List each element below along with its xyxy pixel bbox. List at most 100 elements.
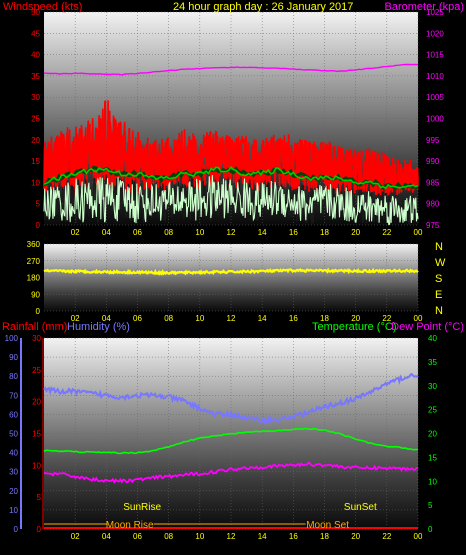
- windspeed-tick-label: 0: [36, 221, 41, 230]
- x-tick-label-p2: 20: [351, 314, 360, 323]
- x-tick-label-p3: 16: [289, 532, 298, 541]
- barometer-tick-label: 1000: [426, 115, 444, 124]
- direction-tick-label: 90: [31, 290, 40, 299]
- direction-tick-label: 180: [27, 274, 41, 283]
- x-tick-label-p1: 08: [164, 228, 173, 237]
- x-tick-label-p2: 18: [320, 314, 329, 323]
- windspeed-tick-label: 50: [31, 8, 40, 17]
- barometer-series: [43, 63, 419, 76]
- humidity-tick-label: 10: [9, 506, 18, 515]
- humidity-tick-label: 20: [9, 487, 18, 496]
- temperature-tick-label: 10: [428, 477, 437, 486]
- x-tick-label-p3: 12: [227, 532, 236, 541]
- x-tick-label-p1: 16: [289, 228, 298, 237]
- tick-labels: 0510152025303540455097598098599099510001…: [5, 8, 445, 541]
- direction-tick-label: 0: [36, 307, 41, 316]
- x-tick-label-p3: 18: [320, 532, 329, 541]
- humidity-axis-label: Humidity (%): [67, 321, 130, 333]
- x-tick-label-p3: 04: [102, 532, 111, 541]
- x-tick-label-p1: 18: [320, 228, 329, 237]
- humidity-tick-label: 40: [9, 449, 18, 458]
- x-tick-label-p2: 06: [133, 314, 142, 323]
- x-tick-label-p2: 00: [414, 314, 423, 323]
- barometer-tick-label: 1015: [426, 51, 444, 60]
- temperature-tick-label: 15: [428, 453, 437, 462]
- windspeed-tick-label: 35: [31, 72, 40, 81]
- temperature-tick-label: 25: [428, 406, 437, 415]
- windspeed-tick-label: 40: [31, 51, 40, 60]
- temperature-tick-label: 35: [428, 358, 437, 367]
- barometer-tick-label: 980: [426, 200, 440, 209]
- x-tick-label-p3: 14: [258, 532, 267, 541]
- humidity-tick-label: 70: [9, 391, 18, 400]
- rain-tick-label: 5: [37, 493, 42, 502]
- x-tick-label-p3: 00: [414, 532, 423, 541]
- x-tick-label-p2: 04: [102, 314, 111, 323]
- rain-tick-label: 30: [32, 334, 41, 343]
- x-tick-label-p3: 20: [351, 532, 360, 541]
- direction-series: [43, 267, 419, 276]
- moonrise-label: Moon Rise: [106, 520, 154, 531]
- dewpoint-axis-label: Dew Point (°C): [391, 321, 464, 333]
- x-tick-label-p1: 12: [227, 228, 236, 237]
- barometer-tick-label: 1025: [426, 8, 444, 17]
- rain-tick-label: 0: [37, 525, 42, 534]
- x-tick-label-p1: 10: [195, 228, 204, 237]
- temperature-tick-label: 30: [428, 382, 437, 391]
- x-tick-label-p3: 10: [195, 532, 204, 541]
- windspeed-tick-label: 30: [31, 93, 40, 102]
- humidity-tick-label: 100: [5, 334, 19, 343]
- temperature-tick-label: 20: [428, 430, 437, 439]
- windspeed-tick-label: 25: [31, 115, 40, 124]
- windspeed-axis-label: Windspeed (kts): [3, 1, 82, 13]
- humidity-series: [43, 372, 419, 426]
- windspeed-tick-label: 45: [31, 29, 40, 38]
- direction-plot: [43, 267, 419, 276]
- direction-tick-label: 270: [27, 257, 41, 266]
- humidity-tick-label: 90: [9, 353, 18, 362]
- barometer-tick-label: 985: [426, 178, 440, 187]
- compass-s: S: [435, 273, 442, 285]
- x-tick-label-p2: 10: [195, 314, 204, 323]
- barometer-tick-label: 1010: [426, 72, 444, 81]
- x-tick-label-p2: 14: [258, 314, 267, 323]
- windspeed-series: [43, 174, 419, 226]
- windspeed-tick-label: 5: [36, 200, 41, 209]
- wind-baro-plot: [43, 63, 419, 226]
- barometer-axis-label: Barometer (kpa): [385, 1, 464, 13]
- compass-e: E: [435, 289, 442, 301]
- x-tick-label-p1: 04: [102, 228, 111, 237]
- x-tick-label-p3: 06: [133, 532, 142, 541]
- barometer-tick-label: 990: [426, 157, 440, 166]
- humidity-tick-label: 80: [9, 372, 18, 381]
- windspeed-tick-label: 20: [31, 136, 40, 145]
- sunrise-label: SunRise: [123, 502, 161, 513]
- humidity-tick-label: 60: [9, 410, 18, 419]
- x-tick-label-p2: 02: [71, 314, 80, 323]
- barometer-tick-label: 1020: [426, 29, 444, 38]
- temp-humidity-plot: [20, 338, 419, 529]
- x-tick-label-p2: 16: [289, 314, 298, 323]
- temperature-tick-label: 0: [428, 525, 433, 534]
- rainfall-axis-label: Rainfall (mm): [2, 321, 67, 333]
- x-tick-label-p2: 22: [382, 314, 391, 323]
- chart-title: 24 hour graph day : 26 January 2017: [173, 1, 353, 13]
- windspeed-tick-label: 10: [31, 178, 40, 187]
- x-tick-label-p1: 06: [133, 228, 142, 237]
- compass-n-top: N: [435, 241, 443, 253]
- x-tick-label-p1: 20: [351, 228, 360, 237]
- rain-tick-label: 15: [32, 430, 41, 439]
- rain-tick-label: 20: [32, 398, 41, 407]
- avg-wind-series: [43, 166, 419, 190]
- humidity-tick-label: 30: [9, 468, 18, 477]
- rain-tick-label: 25: [32, 366, 41, 375]
- sunset-label: SunSet: [344, 502, 377, 513]
- compass-n-bottom: N: [435, 305, 443, 317]
- moonset-label: Moon Set: [306, 520, 349, 531]
- x-tick-label-p1: 22: [382, 228, 391, 237]
- barometer-tick-label: 1005: [426, 93, 444, 102]
- compass-w: W: [435, 257, 446, 269]
- humidity-tick-label: 0: [14, 525, 19, 534]
- temperature-series: [43, 427, 419, 455]
